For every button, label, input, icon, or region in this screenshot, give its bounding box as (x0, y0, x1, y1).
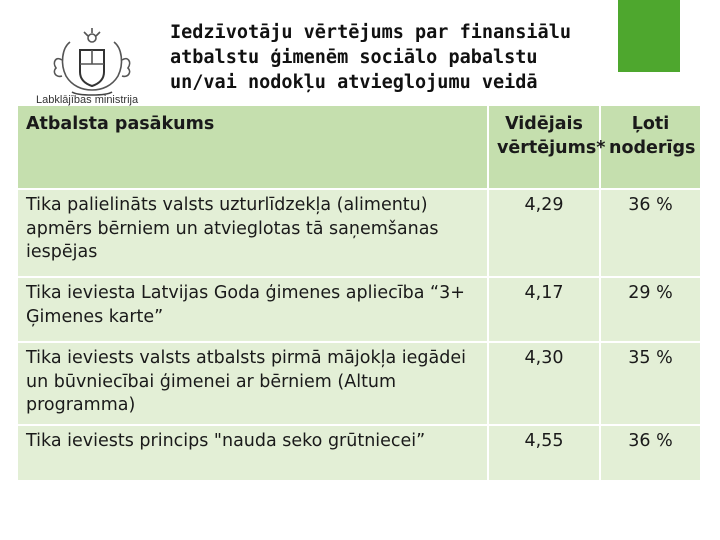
table-header-row: Atbalsta pasākums Vidējais vērtējums* Ļo… (18, 106, 700, 190)
organization-name: Labklājības ministrija (36, 94, 139, 106)
accent-bar (618, 0, 680, 72)
support-measures-table: Atbalsta pasākums Vidējais vērtējums* Ļo… (18, 106, 700, 480)
measure-cell: Tika ieviests princips "nauda seko grūtn… (18, 423, 488, 480)
very-useful-cell: 35 % (599, 341, 700, 425)
very-useful-cell: 36 % (599, 423, 700, 480)
coat-of-arms-icon (53, 28, 131, 96)
column-header-line: vērtējums* (497, 138, 606, 158)
column-header-average: Vidējais vērtējums* (487, 106, 606, 190)
title-line: un/vai nodokļu atvieglojumu veidā (170, 72, 538, 93)
table-row: Tika palielināts valsts uzturlīdzekļa (a… (18, 189, 700, 277)
measure-cell: Tika ieviests valsts atbalsts pirmā mājo… (18, 341, 488, 425)
average-cell: 4,17 (487, 276, 600, 342)
column-header-line: Ļoti (631, 114, 670, 134)
table-row: Tika ieviests princips "nauda seko grūtn… (18, 423, 700, 480)
column-header-line: Vidējais (505, 114, 583, 134)
very-useful-cell: 36 % (599, 189, 700, 277)
table-row: Tika ieviests valsts atbalsts pirmā mājo… (18, 341, 700, 425)
average-cell: 4,30 (487, 341, 600, 425)
measure-cell: Tika palielināts valsts uzturlīdzekļa (a… (18, 189, 488, 277)
table-row: Tika ieviesta Latvijas Goda ģimenes apli… (18, 276, 700, 342)
column-header-measure: Atbalsta pasākums (18, 106, 488, 190)
very-useful-cell: 29 % (599, 276, 700, 342)
average-cell: 4,29 (487, 189, 600, 277)
title-line: Iedzīvotāju vērtējums par finansiālu (170, 22, 571, 43)
measure-cell: Tika ieviesta Latvijas Goda ģimenes apli… (18, 276, 488, 342)
title-line: atbalstu ģimenēm sociālo pabalstu (170, 47, 538, 68)
average-cell: 4,55 (487, 423, 600, 480)
page-title: Iedzīvotāju vērtējums par finansiālu atb… (170, 20, 630, 95)
column-header-line: noderīgs (609, 138, 696, 158)
column-header-very-useful: Ļoti noderīgs (599, 106, 700, 190)
